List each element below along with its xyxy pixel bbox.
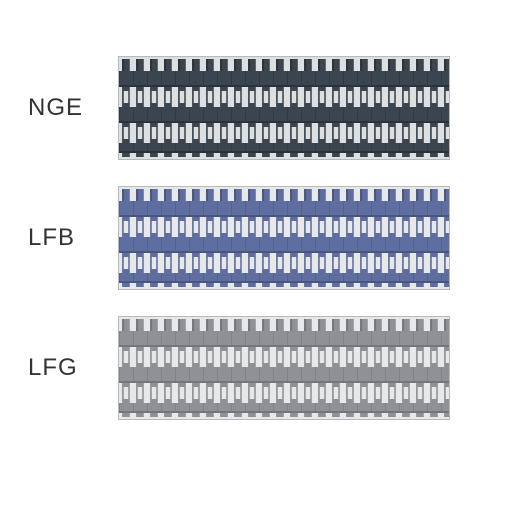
variant-row: LFB: [28, 186, 484, 290]
belt-swatch: [118, 316, 450, 420]
variant-label: LFB: [28, 224, 100, 252]
variant-row: NGE: [28, 56, 484, 160]
variant-label: NGE: [28, 94, 100, 122]
variant-row: LFG: [28, 316, 484, 420]
variant-label: LFG: [28, 354, 100, 382]
belt-swatch: [118, 186, 450, 290]
belt-swatch: [118, 56, 450, 160]
